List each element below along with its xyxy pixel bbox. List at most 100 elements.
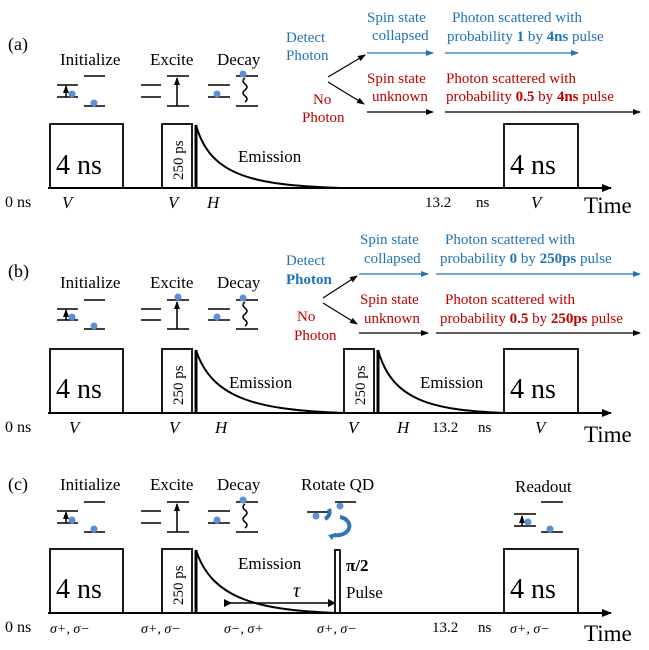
electron-dot	[68, 516, 76, 524]
outcome-no-photon: Photon scattered with	[445, 292, 575, 308]
panel-b: (b) Initialize Excite Decay Detect Photo…	[5, 232, 641, 447]
polarization-label: V	[535, 418, 548, 437]
electron-dot	[239, 70, 247, 78]
pulse-label: Pulse	[346, 583, 383, 602]
outcome-detected: Photon scattered with	[445, 232, 575, 248]
step-rotate: Rotate QD	[301, 475, 374, 494]
axis-time-label: Time	[584, 621, 632, 646]
initialize-level-icon	[57, 501, 105, 533]
electron-dot	[68, 90, 76, 98]
pulse-4ns-label: 4 ns	[56, 574, 102, 605]
no-photon-label: No	[297, 309, 315, 325]
tau-label: τ	[293, 580, 301, 602]
step-readout: Readout	[515, 477, 572, 496]
outcome-detected: Photon scattered with	[452, 10, 582, 26]
electron-dot	[90, 525, 98, 533]
electron-dot	[213, 90, 221, 98]
step-decay: Decay	[217, 475, 261, 494]
outcome-no-photon: Photon scattered with	[446, 71, 576, 87]
no-photon-label: Photon	[294, 328, 337, 344]
collapsed-label: Spin state	[367, 10, 426, 26]
electron-dot	[239, 496, 247, 504]
axis-time-label: Time	[584, 193, 632, 218]
step-excite: Excite	[150, 50, 193, 69]
pulse-4ns-label: 4 ns	[510, 374, 556, 405]
branch-arrow-up	[322, 275, 358, 299]
step-initialize: Initialize	[60, 475, 120, 494]
initialize-level-icon	[57, 75, 105, 107]
pulse-250ps-label: 250 ps	[353, 365, 369, 405]
polarization-label: H	[206, 193, 221, 212]
axis-time-label: Time	[584, 422, 632, 447]
pulse-4ns-label: 4 ns	[56, 150, 102, 181]
emission-label: Emission	[229, 373, 293, 392]
polarization-label: V	[169, 418, 182, 437]
electron-dot	[213, 516, 221, 524]
polarization-label: H	[396, 418, 411, 437]
electron-dot	[68, 313, 76, 321]
polarization-label: σ−, σ+	[224, 622, 264, 637]
axis-t-end: 13.2	[425, 195, 451, 211]
pulse-4ns-label: 4 ns	[510, 150, 556, 181]
excite-level-icon	[141, 501, 189, 533]
polarization-label: H	[214, 418, 229, 437]
axis-zero: 0 ns	[5, 194, 31, 211]
polarization-label: V	[531, 193, 544, 212]
outcome-detected: probability 0 by 250ps pulse	[440, 251, 612, 267]
detect-label: Photon	[286, 48, 329, 64]
panel-label: (a)	[8, 34, 28, 55]
polarization-label: V	[69, 418, 82, 437]
polarization-label: V	[62, 193, 75, 212]
outcome-detected: probability 1 by 4ns pulse	[447, 29, 604, 45]
electron-dot	[524, 518, 532, 526]
electron-dot	[90, 99, 98, 107]
readout-level-icon	[514, 501, 563, 533]
electron-dot	[239, 294, 247, 302]
panel-c: (c) Initialize Excite Decay Rotate QD Re…	[5, 474, 632, 646]
step-excite: Excite	[150, 475, 193, 494]
panel-label: (c)	[8, 474, 28, 495]
electron-dot	[90, 322, 98, 330]
polarization-label: σ+, σ−	[510, 622, 550, 637]
emission-curve	[377, 349, 505, 414]
initialize-level-icon	[57, 299, 105, 330]
polarization-label: σ+, σ−	[141, 622, 181, 637]
pulse-250ps-label: 250 ps	[171, 140, 187, 180]
decay-level-icon	[208, 501, 258, 533]
collapsed-label: collapsed	[372, 28, 429, 44]
rotate-qd-icon	[307, 501, 356, 540]
emission-label: Emission	[238, 147, 302, 166]
panel-label: (b)	[8, 261, 29, 282]
unknown-label: Spin state	[360, 292, 419, 308]
branch-arrow-down	[327, 81, 365, 105]
pulse-4ns-label: 4 ns	[510, 574, 556, 605]
axis-t-unit: ns	[476, 195, 490, 211]
polarization-label: σ+, σ−	[317, 622, 357, 637]
electron-dot	[213, 313, 221, 321]
no-photon-label: No	[313, 92, 331, 108]
step-decay: Decay	[217, 50, 261, 69]
emission-label: Emission	[238, 554, 302, 573]
axis-zero: 0 ns	[5, 419, 31, 436]
unknown-label: Spin state	[367, 71, 426, 87]
unknown-label: unknown	[364, 311, 420, 327]
step-initialize: Initialize	[60, 50, 120, 69]
polarization-label: σ+, σ−	[50, 622, 90, 637]
decay-level-icon	[208, 75, 258, 107]
branch-arrow-down	[322, 302, 358, 325]
axis-t-unit: ns	[478, 620, 492, 636]
outcome-no-photon: probability 0.5 by 4ns pulse	[446, 89, 614, 105]
axis-t-unit: ns	[478, 420, 492, 436]
polarization-label: V	[168, 193, 181, 212]
step-excite: Excite	[150, 273, 193, 292]
emission-label: Emission	[420, 373, 484, 392]
outcome-no-photon: probability 0.5 by 250ps pulse	[440, 311, 623, 327]
step-initialize: Initialize	[60, 273, 120, 292]
axis-zero: 0 ns	[5, 619, 31, 636]
emission-curve	[195, 124, 341, 189]
branch-arrow-up	[327, 54, 366, 78]
emission-curve	[195, 349, 345, 414]
pulse-4ns-label: 4 ns	[56, 374, 102, 405]
detect-label: Detect	[286, 253, 326, 269]
